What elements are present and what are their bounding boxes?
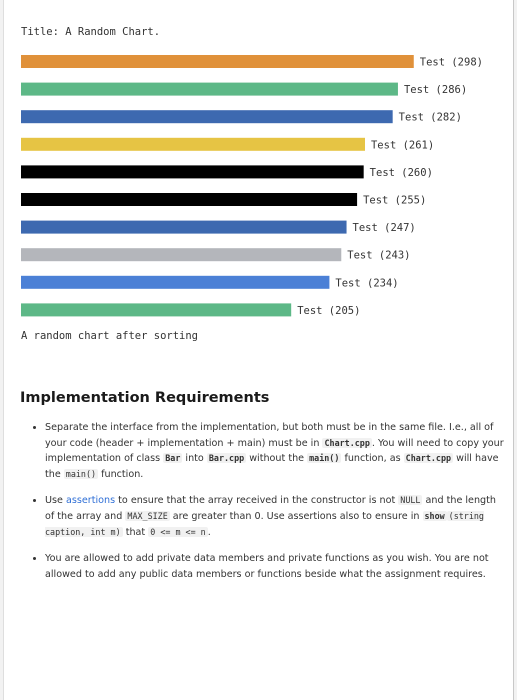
chart-caption: A random chart after sorting — [21, 330, 199, 342]
bar — [21, 110, 393, 124]
text: into — [182, 453, 207, 465]
assertions-link[interactable]: assertions — [65, 495, 116, 507]
code: main() — [307, 453, 342, 464]
code: Bar.cpp — [206, 453, 247, 464]
list-item: Separate the interface from the implemen… — [45, 420, 505, 482]
code: main() — [63, 468, 99, 479]
text: and the length of the array and — [45, 495, 496, 522]
list-item: Use assertions to ensure that the array … — [45, 493, 505, 540]
bar-label: Test (260) — [370, 167, 433, 179]
chart-title: Title: A Random Chart. — [21, 26, 161, 38]
bar-label: Test (282) — [399, 112, 462, 124]
code: Chart.cpp — [403, 453, 454, 464]
bar-label: Test (255) — [363, 195, 426, 207]
bar — [21, 248, 342, 262]
text: will have the — [45, 453, 499, 480]
text: that — [122, 526, 149, 538]
text: Separate the interface from the implemen… — [45, 422, 494, 449]
bar — [21, 82, 398, 96]
bar — [21, 220, 347, 234]
code: Bar — [163, 453, 183, 464]
text: are greater than 0. Use assertions also … — [169, 510, 423, 522]
bar-label: Test (205) — [297, 305, 360, 317]
text: . — [207, 526, 211, 538]
bar — [21, 165, 364, 179]
bar-label: Test (247) — [353, 222, 416, 234]
bar-label: Test (298) — [420, 57, 483, 69]
list-item: You are allowed to add private data memb… — [45, 551, 505, 582]
bar-chart: Test (298) Test (286) Test (282) Test (261)… — [21, 55, 483, 317]
bar-label: Test (234) — [335, 277, 398, 289]
code: MAX_SIZE — [125, 510, 170, 521]
code: NULL — [398, 495, 423, 506]
bar-label: Test (261) — [371, 139, 434, 151]
bar-label: Test (286) — [404, 84, 467, 96]
text: Use — [45, 495, 66, 507]
bar — [21, 55, 414, 68]
bar — [21, 303, 292, 317]
text: to ensure that the array received in the… — [115, 495, 399, 507]
text: You are allowed to add private data memb… — [45, 553, 489, 580]
text: function, as — [341, 453, 404, 465]
code: 0 <= m <= n — [148, 526, 208, 537]
bar — [21, 275, 330, 289]
code: Chart.cpp — [322, 437, 372, 448]
requirements-list: Separate the interface from the implemen… — [28, 420, 505, 593]
bar — [21, 193, 358, 206]
bar-label: Test (243) — [347, 250, 410, 262]
section-heading: Implementation Requirements — [20, 390, 270, 406]
document-page: Title: A Random Chart. Test (298) Test (2… — [3, 0, 514, 700]
text: without the — [246, 453, 308, 465]
code: show — [422, 510, 447, 521]
bar — [21, 137, 365, 151]
text: function. — [98, 468, 144, 480]
text: . You will need to copy your implementat… — [45, 437, 504, 465]
